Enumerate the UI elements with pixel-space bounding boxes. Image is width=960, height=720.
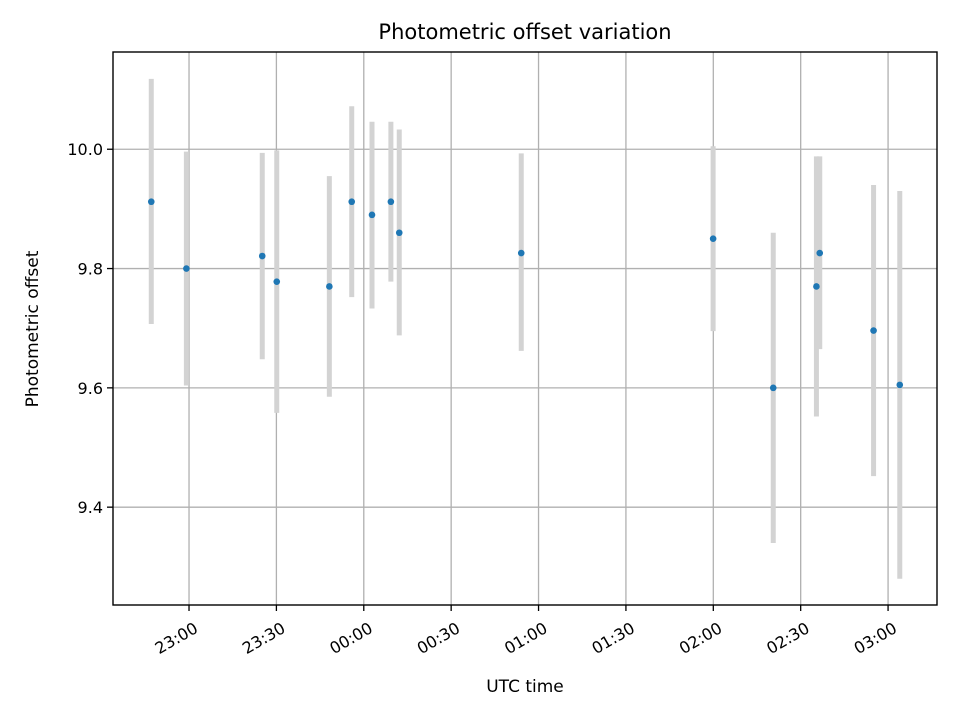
data-point (147, 198, 155, 206)
data-point (348, 198, 356, 206)
data-point (870, 327, 877, 334)
x-tick-label: 01:00 (501, 618, 550, 658)
data-point (896, 381, 904, 389)
x-axis-ticks: 23:00 23:30 00:00 00:30 01:00 01:30 02:00 02:30… (152, 605, 900, 658)
grid-lines (113, 52, 937, 605)
x-tick-label: 02:00 (676, 618, 725, 658)
data-point (273, 278, 281, 285)
data-point (395, 229, 403, 237)
chart-title: Photometric offset variation (378, 20, 671, 44)
y-tick-label: 9.8 (78, 260, 103, 279)
x-tick-label: 03:00 (851, 618, 900, 658)
y-axis-label: Photometric offset (23, 250, 43, 407)
x-tick-label: 00:30 (414, 618, 463, 658)
data-point (769, 384, 777, 392)
x-tick-label: 01:30 (588, 618, 637, 658)
data-point (326, 283, 333, 290)
data-point (387, 198, 395, 206)
x-tick-label: 23:30 (239, 618, 288, 658)
data-point (183, 265, 190, 272)
data-point (517, 249, 525, 257)
x-tick-label: 00:00 (326, 618, 375, 658)
x-axis-label: UTC time (486, 677, 564, 697)
data-points (147, 198, 904, 392)
data-point (368, 211, 376, 219)
error-bars (148, 78, 903, 579)
y-tick-label: 9.6 (78, 379, 103, 398)
y-axis-ticks: 9.4 9.6 9.8 10.0 (67, 140, 113, 517)
y-tick-label: 9.4 (78, 498, 103, 517)
y-tick-label: 10.0 (67, 140, 103, 159)
x-tick-label: 23:00 (152, 618, 201, 658)
data-point (813, 283, 820, 290)
x-tick-label: 02:30 (763, 618, 812, 658)
data-point (709, 235, 717, 243)
plot-frame (112, 51, 938, 606)
data-point (258, 252, 266, 260)
data-point (816, 249, 824, 257)
